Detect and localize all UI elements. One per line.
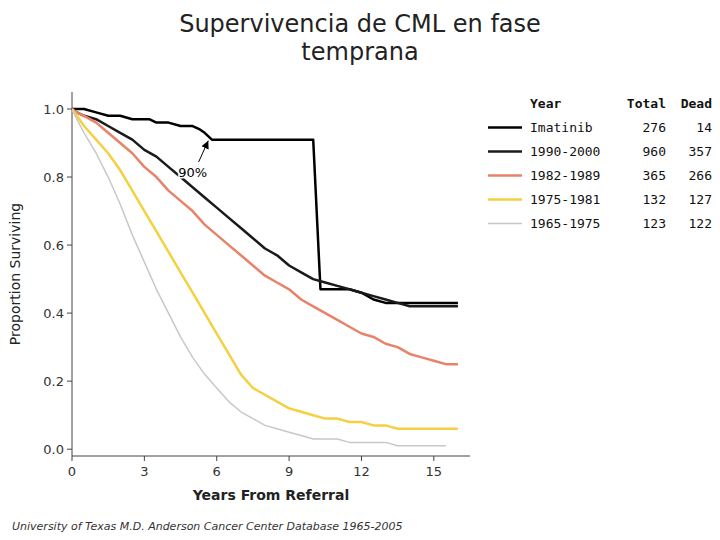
legend-dead: 122 [689,216,712,231]
legend-label: 1965-1975 [530,216,600,231]
y-tick-label: 1.0 [43,102,64,117]
legend-total: 276 [643,120,666,135]
y-tick-label: 0.0 [43,442,64,457]
x-tick [144,456,145,461]
legend-header: Dead [681,96,712,111]
title-line: Supervivencia de CML en fase [179,10,541,38]
legend: Year Total Dead Imatinib 276 14 1990-2000 960 35… [488,96,712,231]
annotations: 90% [178,141,208,180]
legend-dead: 14 [696,120,712,135]
axes: 0 3 6 9 12 15 0.0 0.2 0.4 0.6 0.8 1.0 [43,92,470,479]
y-tick [67,245,72,246]
title: Supervivencia de CML en fasetemprana [179,10,541,66]
footnote: University of Texas M.D. Anderson Cancer… [12,520,403,533]
x-axis-line [72,456,470,457]
x-tick-label: 15 [426,464,443,479]
chart: Supervivencia de CML en fasetemprana 0 3 6 9… [0,0,720,540]
y-tick [67,381,72,382]
x-tick [216,456,217,461]
x-axis-label: Years From Referral [192,487,349,503]
legend-swatch [488,198,522,201]
y-axis-line [72,92,73,456]
x-tick [361,456,362,461]
annotation-arrow [199,141,209,162]
legend-total: 123 [643,216,666,231]
x-tick-label: 3 [140,464,148,479]
legend-swatch [488,126,522,129]
series-line [72,109,458,364]
x-tick-label: 9 [285,464,293,479]
legend-label: 1975-1981 [530,192,600,207]
legend-dead: 357 [689,144,712,159]
y-tick-label: 0.2 [43,374,64,389]
legend-total: 132 [643,192,666,207]
y-tick-label: 0.4 [43,306,64,321]
x-tick [289,456,290,461]
y-tick [67,313,72,314]
legend-header: Total [627,96,666,111]
legend-dead: 127 [689,192,712,207]
x-tick-label: 0 [68,464,76,479]
legend-total: 365 [643,168,666,183]
title-line: temprana [301,38,418,66]
x-tick [72,456,73,461]
legend-header: Year [530,96,561,111]
y-tick [67,177,72,178]
legend-dead: 266 [689,168,712,183]
y-tick [67,109,72,110]
y-tick-label: 0.8 [43,170,64,185]
y-axis-label: Proportion Surviving [7,203,23,345]
x-tick-label: 12 [353,464,370,479]
x-tick [433,456,434,461]
y-tick [67,449,72,450]
legend-label: 1982-1989 [530,168,600,183]
legend-label: 1990-2000 [530,144,600,159]
y-tick-label: 0.6 [43,238,64,253]
legend-swatch [488,150,522,153]
plot-area [72,109,458,446]
legend-swatch [488,174,522,177]
series-line [72,109,446,446]
series-line [72,109,458,429]
legend-label: Imatinib [530,120,593,135]
legend-total: 960 [643,144,666,159]
x-tick-label: 6 [213,464,221,479]
annotation-text: 90% [178,165,207,180]
legend-swatch [488,223,522,225]
